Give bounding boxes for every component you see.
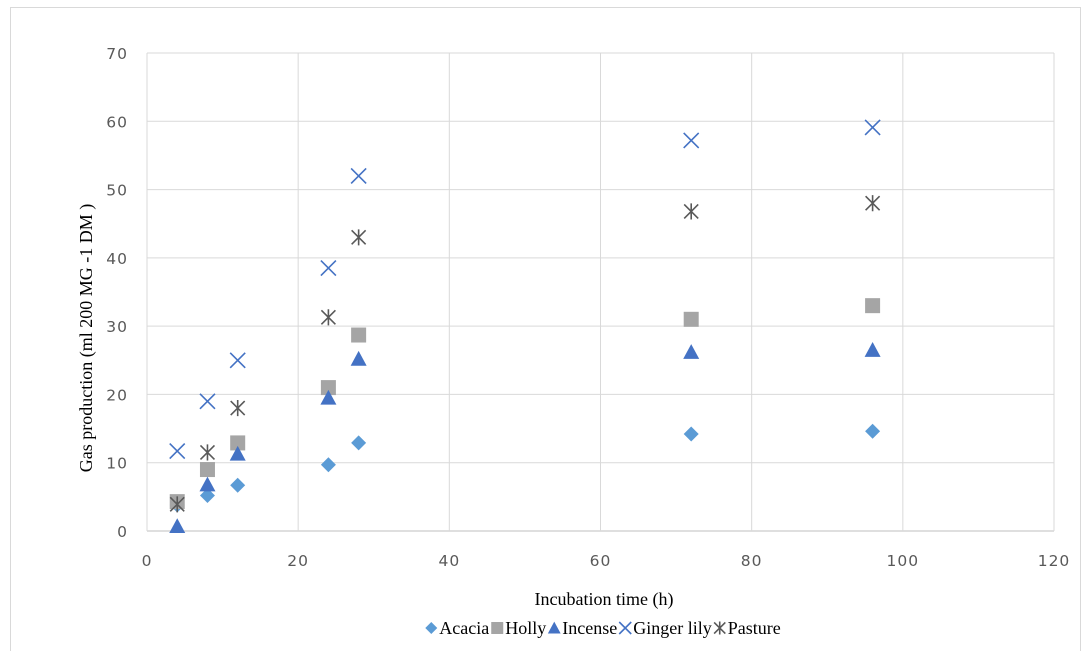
- x-tick-labels: 0 20 40 60 80 100 120: [142, 552, 1071, 570]
- data-point: [865, 298, 881, 314]
- data-point: [683, 203, 699, 220]
- y-tick-labels: 0 10 20 30 40 50 60 70: [106, 45, 128, 541]
- y-tick-label: 20: [106, 386, 128, 404]
- y-tick-label: 30: [106, 318, 128, 336]
- x-tick-label: 80: [741, 552, 763, 570]
- legend-entry: Ginger lily: [618, 618, 712, 638]
- data-point: [351, 327, 367, 343]
- legend-entry: Pasture: [713, 618, 781, 638]
- legend-entry: Acacia: [425, 618, 489, 638]
- x-tick-label: 0: [142, 552, 153, 570]
- data-point: [199, 476, 216, 492]
- legend-label: Ginger lily: [633, 618, 712, 638]
- x-tick-label: 120: [1038, 552, 1071, 570]
- data-point: [169, 496, 185, 513]
- data-point: [169, 443, 186, 460]
- data-point: [683, 132, 700, 149]
- data-point: [864, 342, 881, 357]
- x-axis-title: Incubation time (h): [535, 589, 674, 610]
- x-tick-label: 40: [438, 552, 460, 570]
- y-axis-title: Gas production (ml 200 MG -1 DM ): [76, 204, 97, 472]
- data-point: [865, 195, 881, 212]
- legend-marker: [713, 621, 726, 635]
- y-tick-label: 0: [117, 523, 128, 541]
- data-point: [683, 311, 699, 327]
- data-points: [169, 119, 881, 534]
- data-point: [864, 119, 881, 136]
- data-point: [350, 167, 367, 184]
- x-tick-label: 20: [287, 552, 309, 570]
- data-point: [683, 344, 700, 359]
- data-point: [320, 309, 336, 326]
- data-point: [230, 400, 246, 417]
- x-tick-label: 100: [887, 552, 920, 570]
- data-point: [350, 350, 367, 366]
- legend-marker: [547, 621, 561, 634]
- data-point: [865, 423, 881, 439]
- y-tick-label: 60: [106, 113, 128, 131]
- data-point: [229, 445, 246, 461]
- series-incense: [169, 342, 881, 534]
- y-tick-label: 40: [106, 250, 128, 268]
- y-tick-label: 70: [106, 45, 128, 63]
- x-tick-label: 60: [590, 552, 612, 570]
- data-point: [199, 393, 216, 410]
- data-point: [320, 389, 337, 405]
- series-pasture: [169, 195, 881, 513]
- legend-label: Pasture: [728, 618, 781, 638]
- gridlines: [146, 52, 1055, 532]
- data-point: [229, 352, 246, 369]
- legend-marker: [618, 621, 632, 635]
- data-point: [320, 457, 336, 473]
- legend-marker: [425, 622, 438, 634]
- legend-label: Incense: [562, 618, 617, 638]
- data-point: [320, 260, 337, 277]
- data-point: [320, 380, 336, 396]
- data-point: [683, 426, 699, 442]
- data-point: [199, 462, 215, 478]
- series-ginger-lily: [169, 119, 881, 460]
- legend-entry: Holly: [491, 618, 546, 638]
- data-point: [169, 518, 186, 534]
- data-point: [351, 435, 367, 451]
- legend-label: Acacia: [439, 618, 489, 638]
- legend-entry: Incense: [547, 618, 617, 638]
- data-point: [351, 229, 367, 246]
- series-holly: [169, 298, 881, 510]
- legend-label: Holly: [505, 618, 546, 638]
- series-acacia: [169, 423, 881, 513]
- data-point: [199, 487, 215, 503]
- legend-marker: [491, 622, 504, 634]
- y-tick-label: 10: [106, 455, 128, 473]
- legend: Acacia Holly Incense Ginger lily Pasture: [425, 618, 781, 638]
- data-point: [230, 435, 246, 451]
- data-point: [199, 444, 216, 461]
- data-point: [230, 477, 246, 493]
- y-tick-label: 50: [106, 182, 128, 200]
